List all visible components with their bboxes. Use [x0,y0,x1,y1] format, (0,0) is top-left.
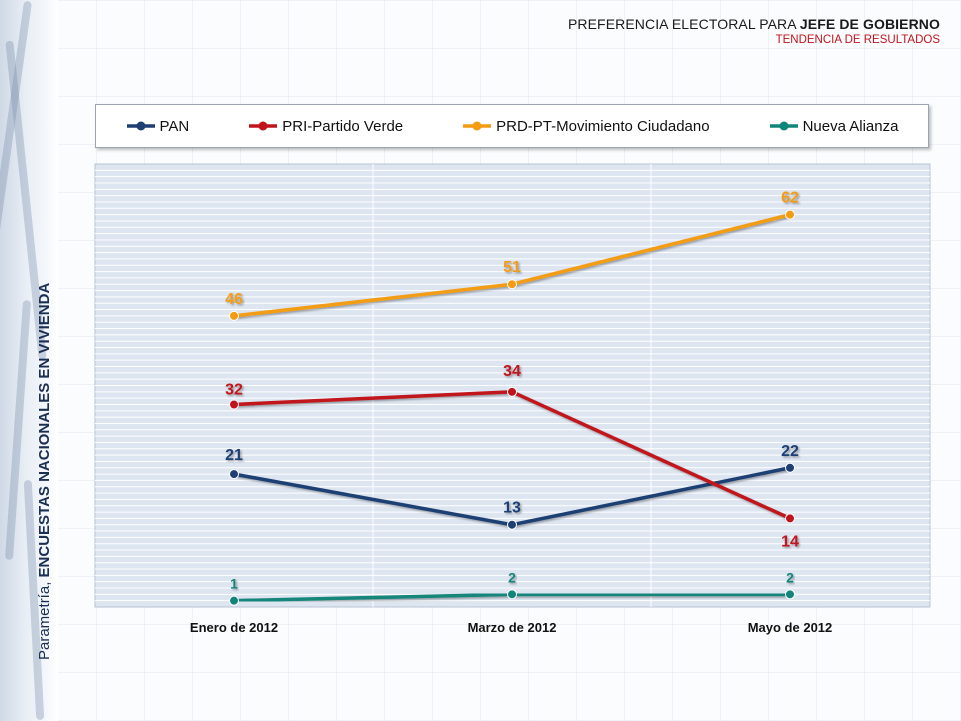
data-label: 32 [225,381,243,398]
data-point [507,279,517,290]
data-label: 62 [781,190,799,207]
data-point [507,519,517,530]
x-tick-label: Mayo de 2012 [748,620,833,635]
data-point [229,595,239,606]
x-axis-ticks: Enero de 2012 Marzo de 2012 Mayo de 2012 [190,620,832,635]
chart-title-prefix: PREFERENCIA ELECTORAL PARA [567,16,800,32]
data-point [229,399,239,410]
data-point [229,469,239,480]
legend-entry: PRI-Partido Verde [248,118,403,135]
x-tick-label: Marzo de 2012 [468,620,557,635]
header: PREFERENCIA ELECTORAL PARA JEFE DE GOBIE… [568,16,940,46]
data-label: 34 [503,363,521,380]
decorative-side-strip [0,0,58,721]
data-point [507,386,517,397]
data-label: 1 [230,576,238,592]
legend: PAN PRI-Partido Verde PRD-PT-Movimiento Ci… [95,104,929,148]
data-label: 2 [508,569,516,585]
legend-label: PAN [159,117,190,135]
legend-swatch [249,121,278,131]
legend-label: Nueva Alianza [802,117,899,135]
legend-entry: Nueva Alianza [769,117,899,135]
legend-entry: PAN [126,117,190,135]
data-point [785,462,795,473]
data-point [785,209,795,220]
data-label: 22 [781,443,799,460]
chart-subtitle: TENDENCIA DE RESULTADOS [775,34,940,46]
data-label: 51 [503,259,521,276]
data-label: 2 [786,569,794,585]
data-label: 46 [225,291,243,308]
data-point [507,589,517,600]
data-point [785,513,795,524]
legend-swatch [769,121,798,131]
data-label: 14 [781,533,799,550]
legend-label: PRI-Partido Verde [282,117,404,135]
series-group [229,209,795,606]
data-label: 13 [503,500,521,517]
chart-title: PREFERENCIA ELECTORAL PARA JEFE DE GOBIE… [568,16,940,32]
x-tick-label: Enero de 2012 [190,620,278,635]
legend-entry: PRD-PT-Movimiento Ciudadano [462,117,710,135]
data-label: 21 [225,447,243,464]
legend-swatch [126,121,155,131]
chart-title-strong: JEFE DE GOBIERNO [799,16,940,32]
data-point [785,589,795,600]
legend-swatch [463,121,492,131]
legend-label: PRD-PT-Movimiento Ciudadano [496,117,710,135]
data-point [229,310,239,321]
